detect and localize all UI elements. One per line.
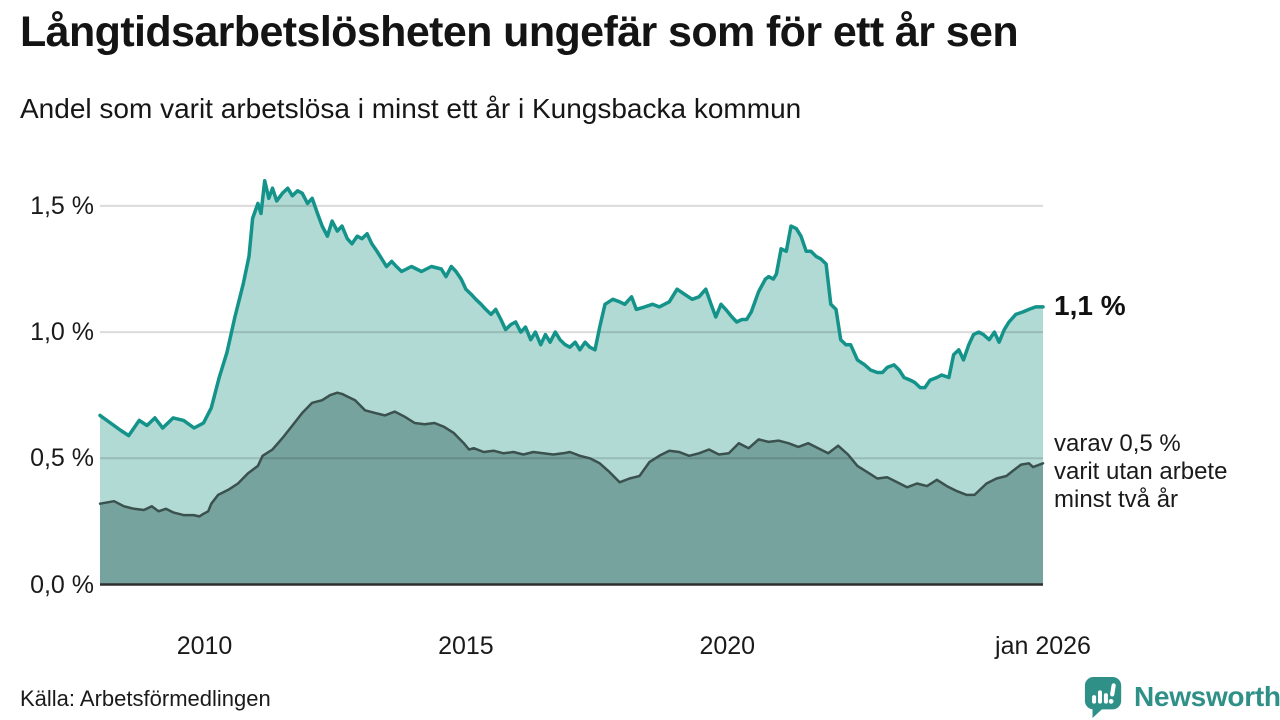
page-subtitle: Andel som varit arbetslösa i minst ett å… bbox=[20, 93, 802, 124]
x-tick-label: 2015 bbox=[438, 632, 494, 660]
end-label-two-years-line3: minst två år bbox=[1054, 486, 1179, 513]
y-tick-label: 1,5 % bbox=[30, 191, 94, 220]
end-label-two-years: varav 0,5 % varit utan arbete minst två … bbox=[1054, 430, 1227, 514]
x-tick-label: 2010 bbox=[176, 632, 233, 660]
end-label-two-years-line2: varit utan arbete bbox=[1054, 458, 1228, 485]
area-fill-two-years bbox=[100, 392, 1043, 585]
x-tick-label: jan 2026 bbox=[995, 632, 1091, 660]
series-line-two-years bbox=[98, 391, 1045, 518]
end-label-one-year: 1,1 % bbox=[1054, 290, 1126, 321]
source-note: Källa: Arbetsförmedlingen bbox=[20, 686, 271, 711]
brand-wordmark: Newsworthy bbox=[1134, 681, 1280, 712]
y-tick-label: 0,5 % bbox=[30, 444, 94, 473]
brand-logo: Newsworthy bbox=[1083, 675, 1280, 719]
x-tick-label: 2020 bbox=[699, 632, 756, 660]
y-tick-label: 1,0 % bbox=[30, 318, 94, 347]
page-title: Långtidsarbetslösheten ungefär som för e… bbox=[20, 8, 1019, 56]
newsworthy-icon bbox=[1084, 676, 1122, 718]
series-line-one-year bbox=[98, 178, 1045, 438]
end-label-two-years-line1: varav 0,5 % bbox=[1054, 430, 1181, 457]
y-tick-label: 0,0 % bbox=[30, 570, 94, 599]
